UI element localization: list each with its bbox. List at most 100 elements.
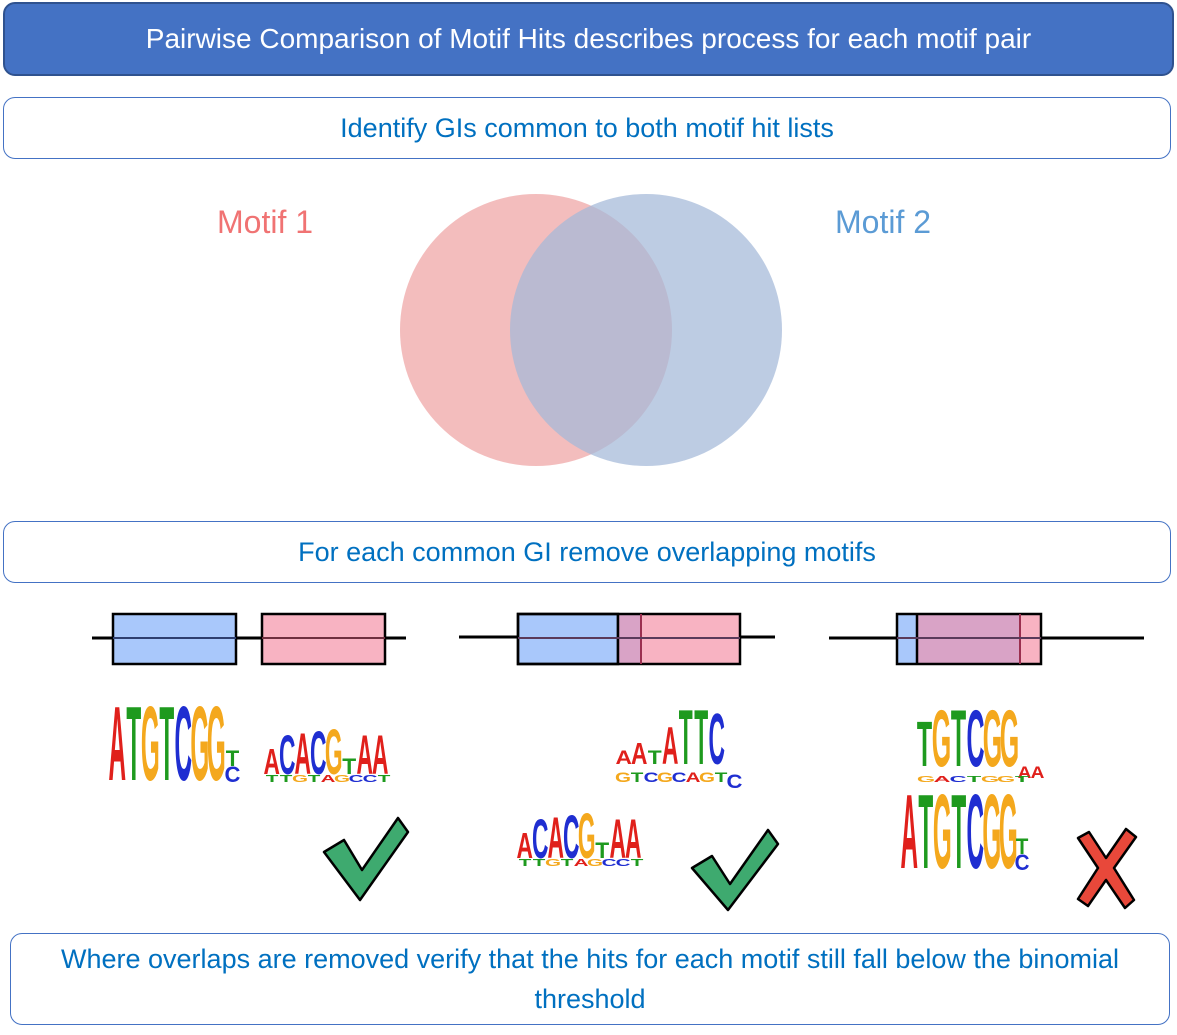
- logo-letter-g: G: [999, 774, 1018, 891]
- logo-letter-g: G: [615, 769, 631, 785]
- logo-letter-a: A: [372, 724, 388, 785]
- logo-letter-g: G: [292, 774, 308, 785]
- title-text: Pairwise Comparison of Motif Hits descri…: [145, 23, 1032, 54]
- sequence-logo-acacgtaa-left: A C A CG T A AT T G T AGC C T: [264, 718, 391, 789]
- step-remove-overlaps-text: For each common GI remove overlapping mo…: [298, 536, 876, 567]
- logo-letter-g: G: [545, 858, 561, 869]
- logo-letter-c: C: [532, 808, 548, 869]
- logo-letter-t: T: [266, 774, 279, 785]
- footer-verify-box: Where overlaps are removed verify that t…: [10, 933, 1170, 1025]
- logo-letter-t: T: [226, 746, 240, 771]
- check-icon: [690, 828, 780, 912]
- logo-letter-g: G: [190, 686, 209, 803]
- logo-letter-t: T: [561, 858, 574, 869]
- logo-letter-c: C: [950, 774, 967, 783]
- logo-letter-a: A: [1018, 763, 1032, 782]
- footer-verify-text: Where overlaps are removed verify that t…: [61, 944, 1119, 1014]
- logo-letter-c: C: [966, 693, 984, 783]
- logo-letter-g: G: [207, 686, 226, 803]
- logo-letter-g: G: [699, 769, 715, 785]
- logo-letter-t: T: [126, 686, 141, 803]
- logo-letter-a: A: [321, 774, 336, 785]
- scenario-large-overlap: [829, 612, 1144, 666]
- logo-letter-g: G: [982, 774, 1001, 891]
- logo-letter-c: C: [727, 771, 743, 793]
- logo-letter-t: T: [631, 858, 644, 869]
- logo-letter-t: T: [679, 695, 693, 782]
- venn-label-motif-1: Motif 1: [217, 204, 314, 240]
- logo-letter-c: C: [563, 802, 579, 871]
- logo-letter-g: G: [1000, 693, 1019, 783]
- logo-letter-g: G: [997, 774, 1015, 783]
- step-remove-overlaps-box: For each common GI remove overlapping mo…: [3, 521, 1171, 583]
- logo-letter-c: C: [363, 774, 378, 785]
- logo-letter-c: C: [225, 762, 241, 787]
- logo-letter-t: T: [694, 695, 708, 782]
- logo-letter-c: C: [644, 769, 659, 785]
- logo-letter-g: G: [334, 774, 350, 785]
- logo-letter-g: G: [933, 774, 952, 891]
- logo-letter-a: A: [900, 774, 918, 891]
- logo-letter-g: G: [587, 858, 603, 869]
- logo-letter-a: A: [264, 743, 280, 782]
- venn-circle-motif-2: [510, 194, 782, 466]
- logo-letter-a: A: [610, 808, 626, 869]
- logo-letter-t: T: [533, 858, 546, 869]
- logo-letter-t: T: [519, 858, 532, 869]
- logo-letter-t: T: [951, 774, 966, 891]
- logo-letter-g: G: [141, 686, 160, 803]
- logo-letter-g: G: [981, 774, 999, 783]
- check-icon: [322, 816, 410, 902]
- logo-letter-a: A: [1031, 763, 1045, 782]
- logo-letter-g: G: [325, 718, 343, 789]
- logo-letter-c: C: [672, 769, 687, 785]
- step-common-gis-text: Identify GIs common to both motif hit li…: [340, 112, 834, 143]
- logo-letter-a: A: [625, 808, 641, 869]
- logo-letter-t: T: [378, 774, 391, 785]
- step-common-gis-box: Identify GIs common to both motif hit li…: [3, 97, 1171, 159]
- logo-letter-t: T: [280, 774, 293, 785]
- logo-letter-t: T: [917, 709, 932, 780]
- sequence-logo-atgtcgg-left: A T G T CGG TC: [108, 686, 240, 803]
- logo-letter-a: A: [295, 723, 311, 788]
- logo-letter-g: G: [578, 802, 596, 873]
- logo-letter-g: G: [917, 774, 935, 783]
- logo-letter-g: G: [932, 693, 951, 783]
- venn-label-motif-2: Motif 2: [835, 204, 932, 240]
- logo-letter-t: T: [951, 693, 966, 783]
- logo-letter-t: T: [918, 774, 933, 891]
- logo-letter-g: G: [657, 769, 673, 785]
- logo-letter-a: A: [357, 724, 373, 785]
- logo-letter-c: C: [602, 858, 617, 869]
- logo-letter-a: A: [686, 769, 701, 785]
- scenario-small-overlap: [459, 612, 775, 666]
- logo-letter-a: A: [934, 774, 951, 783]
- scenario-separate-motifs: [92, 612, 406, 666]
- logo-letter-a: A: [662, 716, 678, 776]
- logo-letter-t: T: [1015, 774, 1030, 783]
- logo-letter-t: T: [967, 774, 982, 783]
- logo-letter-t: T: [1016, 834, 1029, 859]
- logo-letter-c: C: [1015, 850, 1030, 875]
- logo-letter-t: T: [308, 774, 321, 785]
- logo-letter-a: A: [108, 686, 126, 803]
- logo-letter-a: A: [616, 747, 632, 768]
- logo-letter-t: T: [715, 769, 728, 785]
- logo-letter-c: C: [279, 724, 295, 785]
- logo-letter-a: A: [517, 827, 533, 866]
- logo-letter-g: G: [983, 693, 1002, 783]
- logo-letter-t: T: [342, 754, 356, 779]
- logo-letter-t: T: [595, 838, 609, 863]
- logo-letter-t: T: [631, 769, 644, 785]
- logo-letter-c: C: [174, 686, 192, 803]
- logo-letter-a: A: [548, 807, 564, 872]
- logo-letter-t: T: [159, 686, 174, 803]
- logo-letter-t: T: [648, 747, 662, 768]
- logo-letter-c: C: [349, 774, 364, 785]
- title-banner: Pairwise Comparison of Motif Hits descri…: [3, 2, 1174, 76]
- logo-letter-c: C: [616, 858, 631, 869]
- sequence-logo-acacgtaa-middle: A C A CG T A AT T G T AGC C T: [517, 802, 644, 873]
- logo-letter-a: A: [631, 737, 647, 771]
